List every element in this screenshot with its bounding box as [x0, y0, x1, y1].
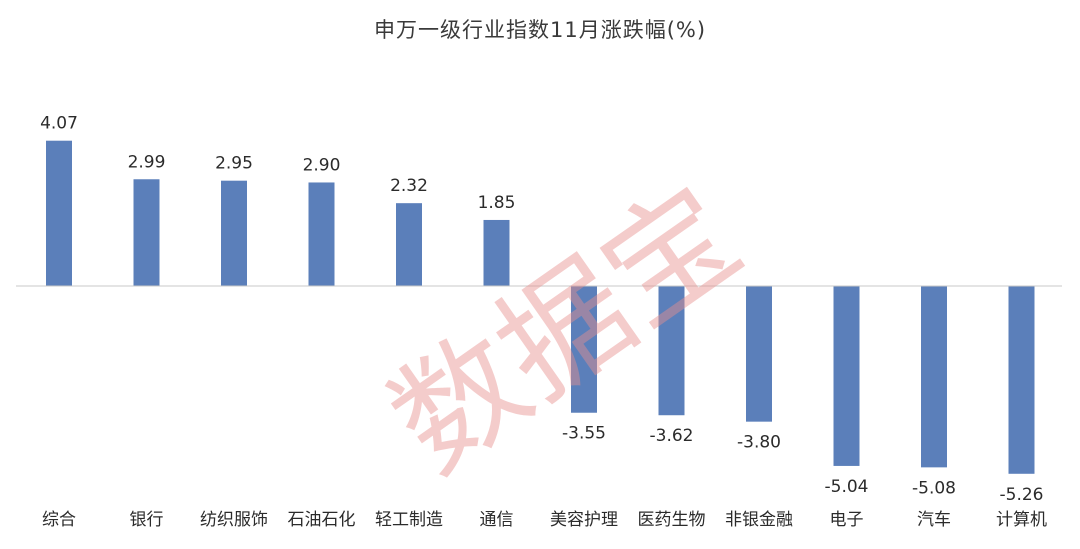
category-label: 石油石化	[288, 510, 356, 530]
category-label: 汽车	[917, 510, 951, 530]
category-label: 非银金融	[725, 510, 793, 530]
category-label: 银行	[130, 510, 164, 530]
value-label: 1.85	[478, 193, 516, 213]
bar-汽车	[921, 286, 947, 468]
category-label: 轻工制造	[375, 510, 443, 530]
bar-通信	[483, 219, 510, 286]
value-label: -3.55	[562, 424, 606, 444]
bars-layer	[46, 140, 1035, 474]
bar-电子	[833, 286, 860, 466]
bar-非银金融	[746, 286, 772, 422]
bar-石油石化	[308, 182, 335, 286]
watermark: 数据宝	[366, 159, 766, 501]
bar-综合	[46, 140, 72, 286]
labels-layer: 4.07 综合 2.99 银行 2.95 纺织服饰 2.90 石油石化 2.32 轻工制造 1.85…	[40, 114, 1047, 530]
bar-医药生物	[658, 286, 685, 416]
category-label: 医药生物	[638, 510, 706, 530]
value-label: 2.95	[215, 154, 253, 174]
category-label: 纺织服饰	[200, 510, 268, 530]
value-label: 2.99	[128, 152, 166, 172]
bar-美容护理	[571, 286, 597, 413]
category-label: 美容护理	[550, 510, 618, 530]
value-label: -3.62	[650, 426, 694, 446]
value-label: 4.07	[40, 114, 78, 134]
chart-title: 申万一级行业指数11月涨跌幅(%)	[373, 18, 707, 42]
category-label: 综合	[42, 510, 76, 530]
category-label: 电子	[830, 510, 864, 530]
value-label: -5.26	[1000, 485, 1044, 505]
bar-轻工制造	[396, 203, 422, 286]
value-label: -3.80	[737, 433, 781, 453]
category-label: 计算机	[996, 510, 1047, 530]
bar-纺织服饰	[221, 180, 247, 286]
value-label: -5.08	[912, 478, 956, 498]
bar-计算机	[1008, 286, 1035, 474]
bar-银行	[133, 179, 160, 286]
value-label: -5.04	[825, 477, 869, 497]
value-label: 2.90	[303, 155, 341, 175]
value-label: 2.32	[390, 176, 428, 196]
category-label: 通信	[480, 510, 514, 530]
